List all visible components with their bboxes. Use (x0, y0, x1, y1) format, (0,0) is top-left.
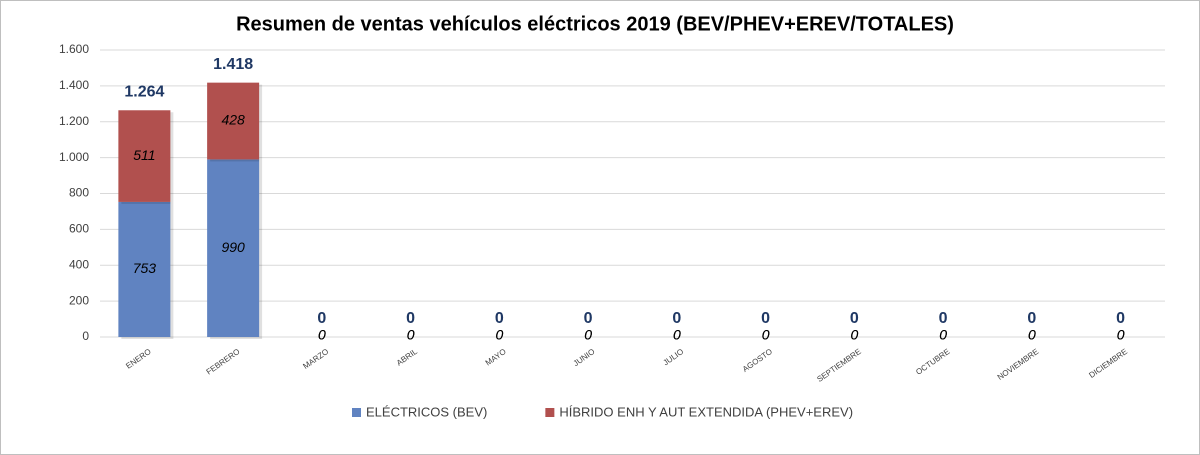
chart-title: Resumen de ventas vehículos eléctricos 2… (236, 13, 954, 35)
segment-label: 0 (318, 327, 326, 343)
segment-label: 0 (1117, 327, 1125, 343)
segment-label: 0 (1028, 327, 1036, 343)
segment-label: 0 (407, 327, 415, 343)
segment-label: 0 (939, 327, 947, 343)
segment-label: 0 (495, 327, 503, 343)
y-tick-label: 1.200 (59, 114, 89, 128)
legend-label: HÍBRIDO ENH Y AUT EXTENDIDA (PHEV+EREV) (559, 404, 853, 419)
segment-label: 0 (318, 327, 326, 343)
y-tick-label: 0 (82, 329, 89, 343)
total-label: 0 (850, 310, 859, 327)
total-label: 1.264 (124, 83, 164, 100)
bar-segment (207, 159, 260, 337)
total-label: 0 (761, 310, 770, 327)
segment-label: 0 (673, 327, 681, 343)
segment-label: 753 (133, 260, 157, 276)
segment-label: 0 (850, 327, 858, 343)
segment-label: 0 (407, 327, 415, 343)
segment-label: 0 (850, 327, 858, 343)
segment-label: 0 (584, 327, 592, 343)
total-label: 1.418 (213, 56, 253, 73)
y-tick-label: 200 (69, 293, 89, 307)
y-tick-label: 1.600 (59, 42, 89, 56)
segment-label: 511 (133, 147, 155, 163)
total-label: 0 (317, 310, 326, 327)
total-label: 0 (406, 310, 415, 327)
bar-segment (207, 82, 260, 160)
segment-label: 0 (673, 327, 681, 343)
total-label: 0 (1027, 310, 1036, 327)
segment-label: 0 (584, 327, 592, 343)
segment-label: 0 (939, 327, 947, 343)
bar-segment (118, 201, 171, 337)
segment-label: 0 (1117, 327, 1125, 343)
total-label: 0 (939, 310, 948, 327)
total-label: 0 (1116, 310, 1125, 327)
segment-label: 0 (1028, 327, 1036, 343)
y-tick-label: 800 (69, 186, 89, 200)
legend-label: ELÉCTRICOS (BEV) (366, 404, 487, 419)
y-tick-label: 600 (69, 222, 89, 236)
segment-label: 0 (495, 327, 503, 343)
segment-label: 990 (221, 239, 245, 255)
y-tick-label: 1.400 (59, 78, 89, 92)
legend-swatch (352, 408, 361, 417)
segment-label: 0 (762, 327, 770, 343)
legend-swatch (545, 408, 555, 417)
total-label: 0 (495, 310, 504, 327)
total-label: 0 (584, 310, 593, 327)
bar-segment (118, 110, 171, 202)
segment-label: 0 (762, 327, 770, 343)
total-label: 0 (672, 310, 681, 327)
y-tick-label: 1.000 (59, 150, 89, 164)
y-tick-label: 400 (69, 257, 89, 271)
segment-label: 428 (221, 112, 245, 128)
